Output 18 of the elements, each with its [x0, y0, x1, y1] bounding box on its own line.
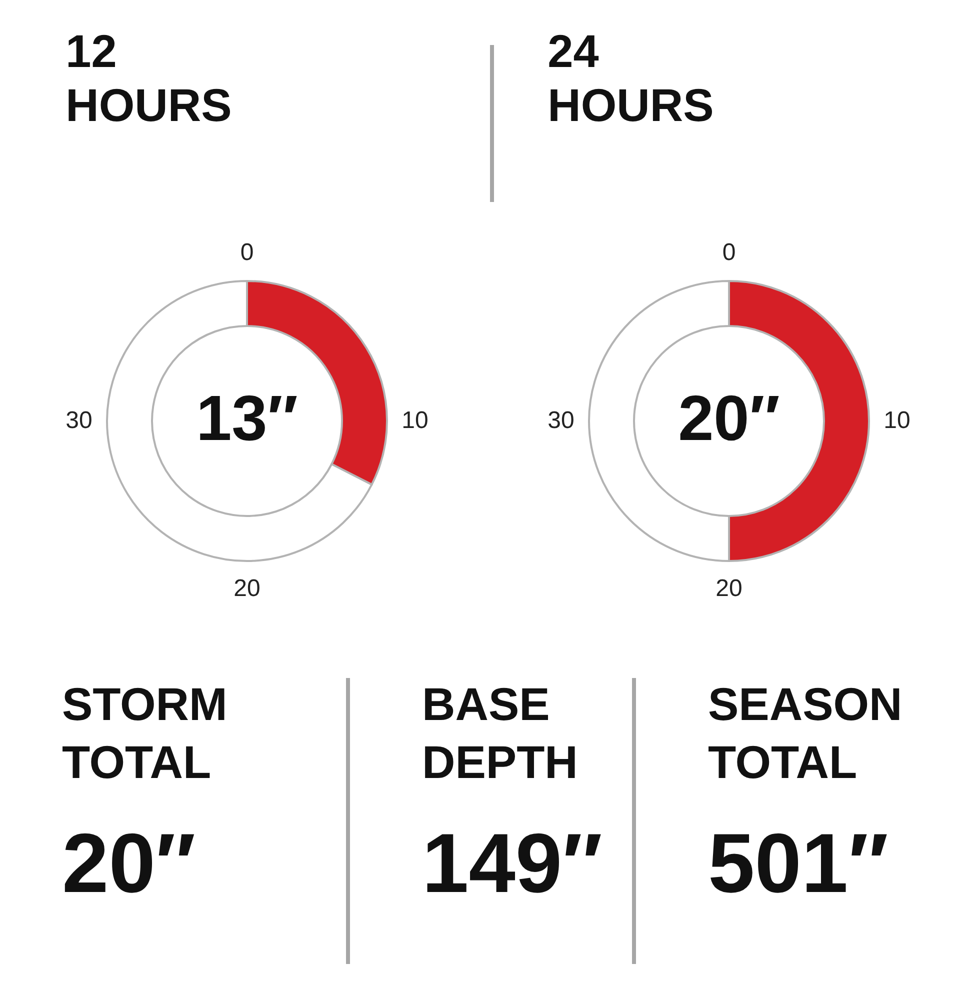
- text: STORM TOTAL: [62, 678, 228, 788]
- text: SEASON TOTAL: [708, 678, 902, 788]
- text: 30: [548, 407, 574, 434]
- text: 0: [240, 239, 254, 266]
- text: 20: [234, 575, 260, 602]
- text: 20″: [62, 816, 196, 910]
- chart-title: 24 HOURS: [548, 25, 714, 131]
- text: 149″: [422, 816, 602, 910]
- data-label: 13″: [196, 382, 298, 454]
- text: BASE DEPTH: [422, 678, 578, 788]
- chart-title: 12 HOURS: [66, 25, 232, 131]
- data-label: 20″: [678, 382, 780, 454]
- text: 10: [884, 407, 910, 434]
- text: 20: [716, 575, 742, 602]
- text: 30: [66, 407, 92, 434]
- text: 0: [722, 239, 736, 266]
- text: 501″: [708, 816, 888, 910]
- text: 10: [402, 407, 428, 434]
